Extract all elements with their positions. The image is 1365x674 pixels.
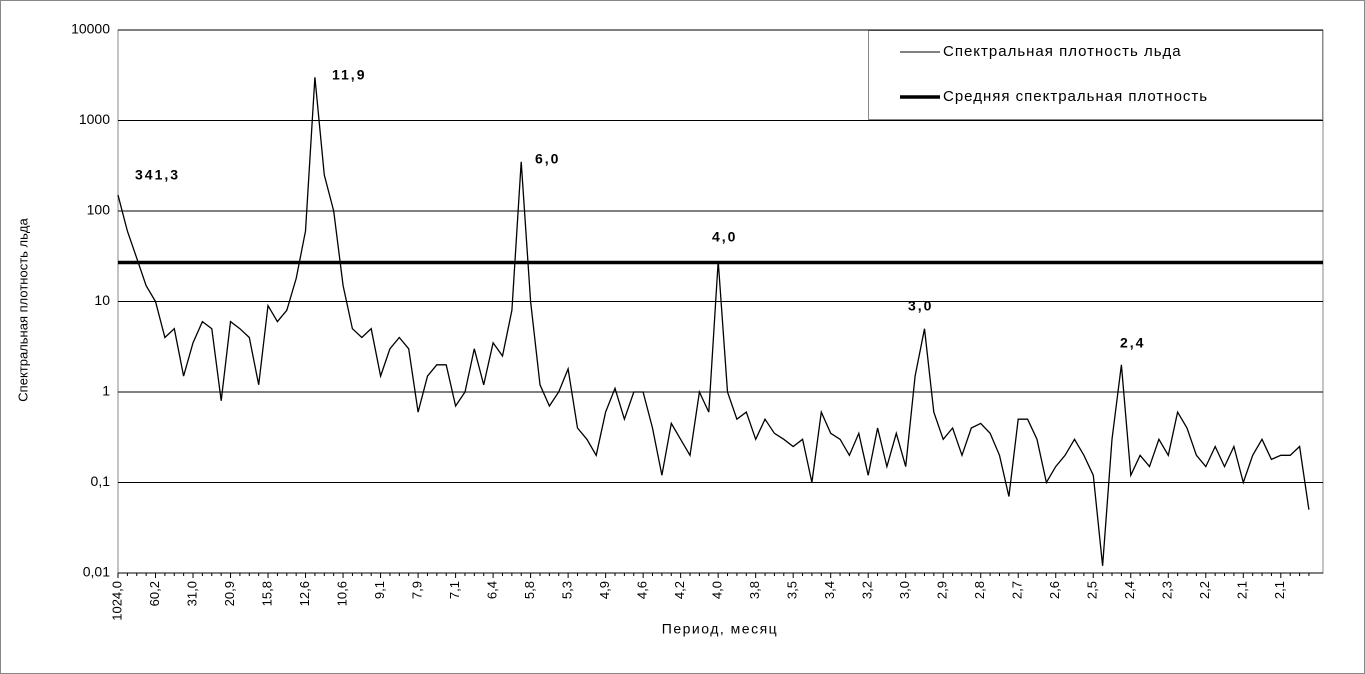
x-tick-label: 4,9 [597, 581, 612, 599]
x-tick-label: 2,7 [1010, 581, 1025, 599]
x-tick-label: 2,3 [1160, 581, 1175, 599]
x-tick-label: 3,4 [822, 581, 837, 599]
x-tick-label: 2,2 [1197, 581, 1212, 599]
y-axis-label: Спектральная плотность льда [15, 218, 30, 402]
annotation: 11,9 [332, 67, 366, 83]
x-tick-label: 2,8 [972, 581, 987, 599]
annotation: 3,0 [908, 298, 933, 314]
x-tick-label: 2,6 [1047, 581, 1062, 599]
y-tick-label: 100 [87, 202, 111, 218]
x-tick-label: 7,9 [410, 581, 425, 599]
legend [868, 30, 1323, 120]
y-tick-label: 10000 [71, 21, 110, 37]
y-tick-label: 0,01 [83, 564, 110, 580]
annotation: 6,0 [535, 151, 560, 167]
x-tick-label: 15,8 [259, 581, 274, 606]
x-tick-label: 6,4 [485, 581, 500, 599]
x-tick-label: 20,9 [222, 581, 237, 606]
x-tick-label: 2,1 [1272, 581, 1287, 599]
y-tick-label: 0,1 [91, 473, 111, 489]
y-tick-label: 10 [94, 292, 110, 308]
x-tick-label: 3,2 [860, 581, 875, 599]
annotation: 2,4 [1120, 335, 1145, 351]
x-tick-label: 2,4 [1122, 581, 1137, 599]
x-tick-label: 10,6 [334, 581, 349, 606]
x-tick-label: 4,2 [672, 581, 687, 599]
y-tick-label: 1000 [79, 111, 110, 127]
x-tick-label: 7,1 [447, 581, 462, 599]
x-tick-label: 9,1 [372, 581, 387, 599]
x-tick-label: 3,0 [897, 581, 912, 599]
x-tick-label: 4,6 [635, 581, 650, 599]
annotation: 4,0 [712, 229, 737, 245]
x-tick-label: 31,0 [184, 581, 199, 606]
x-tick-label: 3,8 [747, 581, 762, 599]
x-tick-label: 2,9 [935, 581, 950, 599]
annotation: 341,3 [135, 167, 180, 183]
y-tick-label: 1 [102, 383, 110, 399]
data-line [117, 77, 1310, 566]
x-tick-label: 4,0 [710, 581, 725, 599]
legend-label: Средняя спектральная плотность [943, 88, 1208, 105]
x-tick-label: 5,8 [522, 581, 537, 599]
x-tick-label: 3,5 [785, 581, 800, 599]
x-tick-label: 2,5 [1085, 581, 1100, 599]
x-axis-label: Период, месяц [662, 621, 778, 637]
x-tick-label: 5,3 [560, 581, 575, 599]
x-tick-label: 12,6 [297, 581, 312, 606]
x-tick-label: 2,1 [1235, 581, 1250, 599]
x-tick-label: 60,2 [147, 581, 162, 606]
legend-label: Спектральная плотность льда [943, 43, 1182, 60]
x-tick-label: 1024,0 [109, 581, 124, 621]
